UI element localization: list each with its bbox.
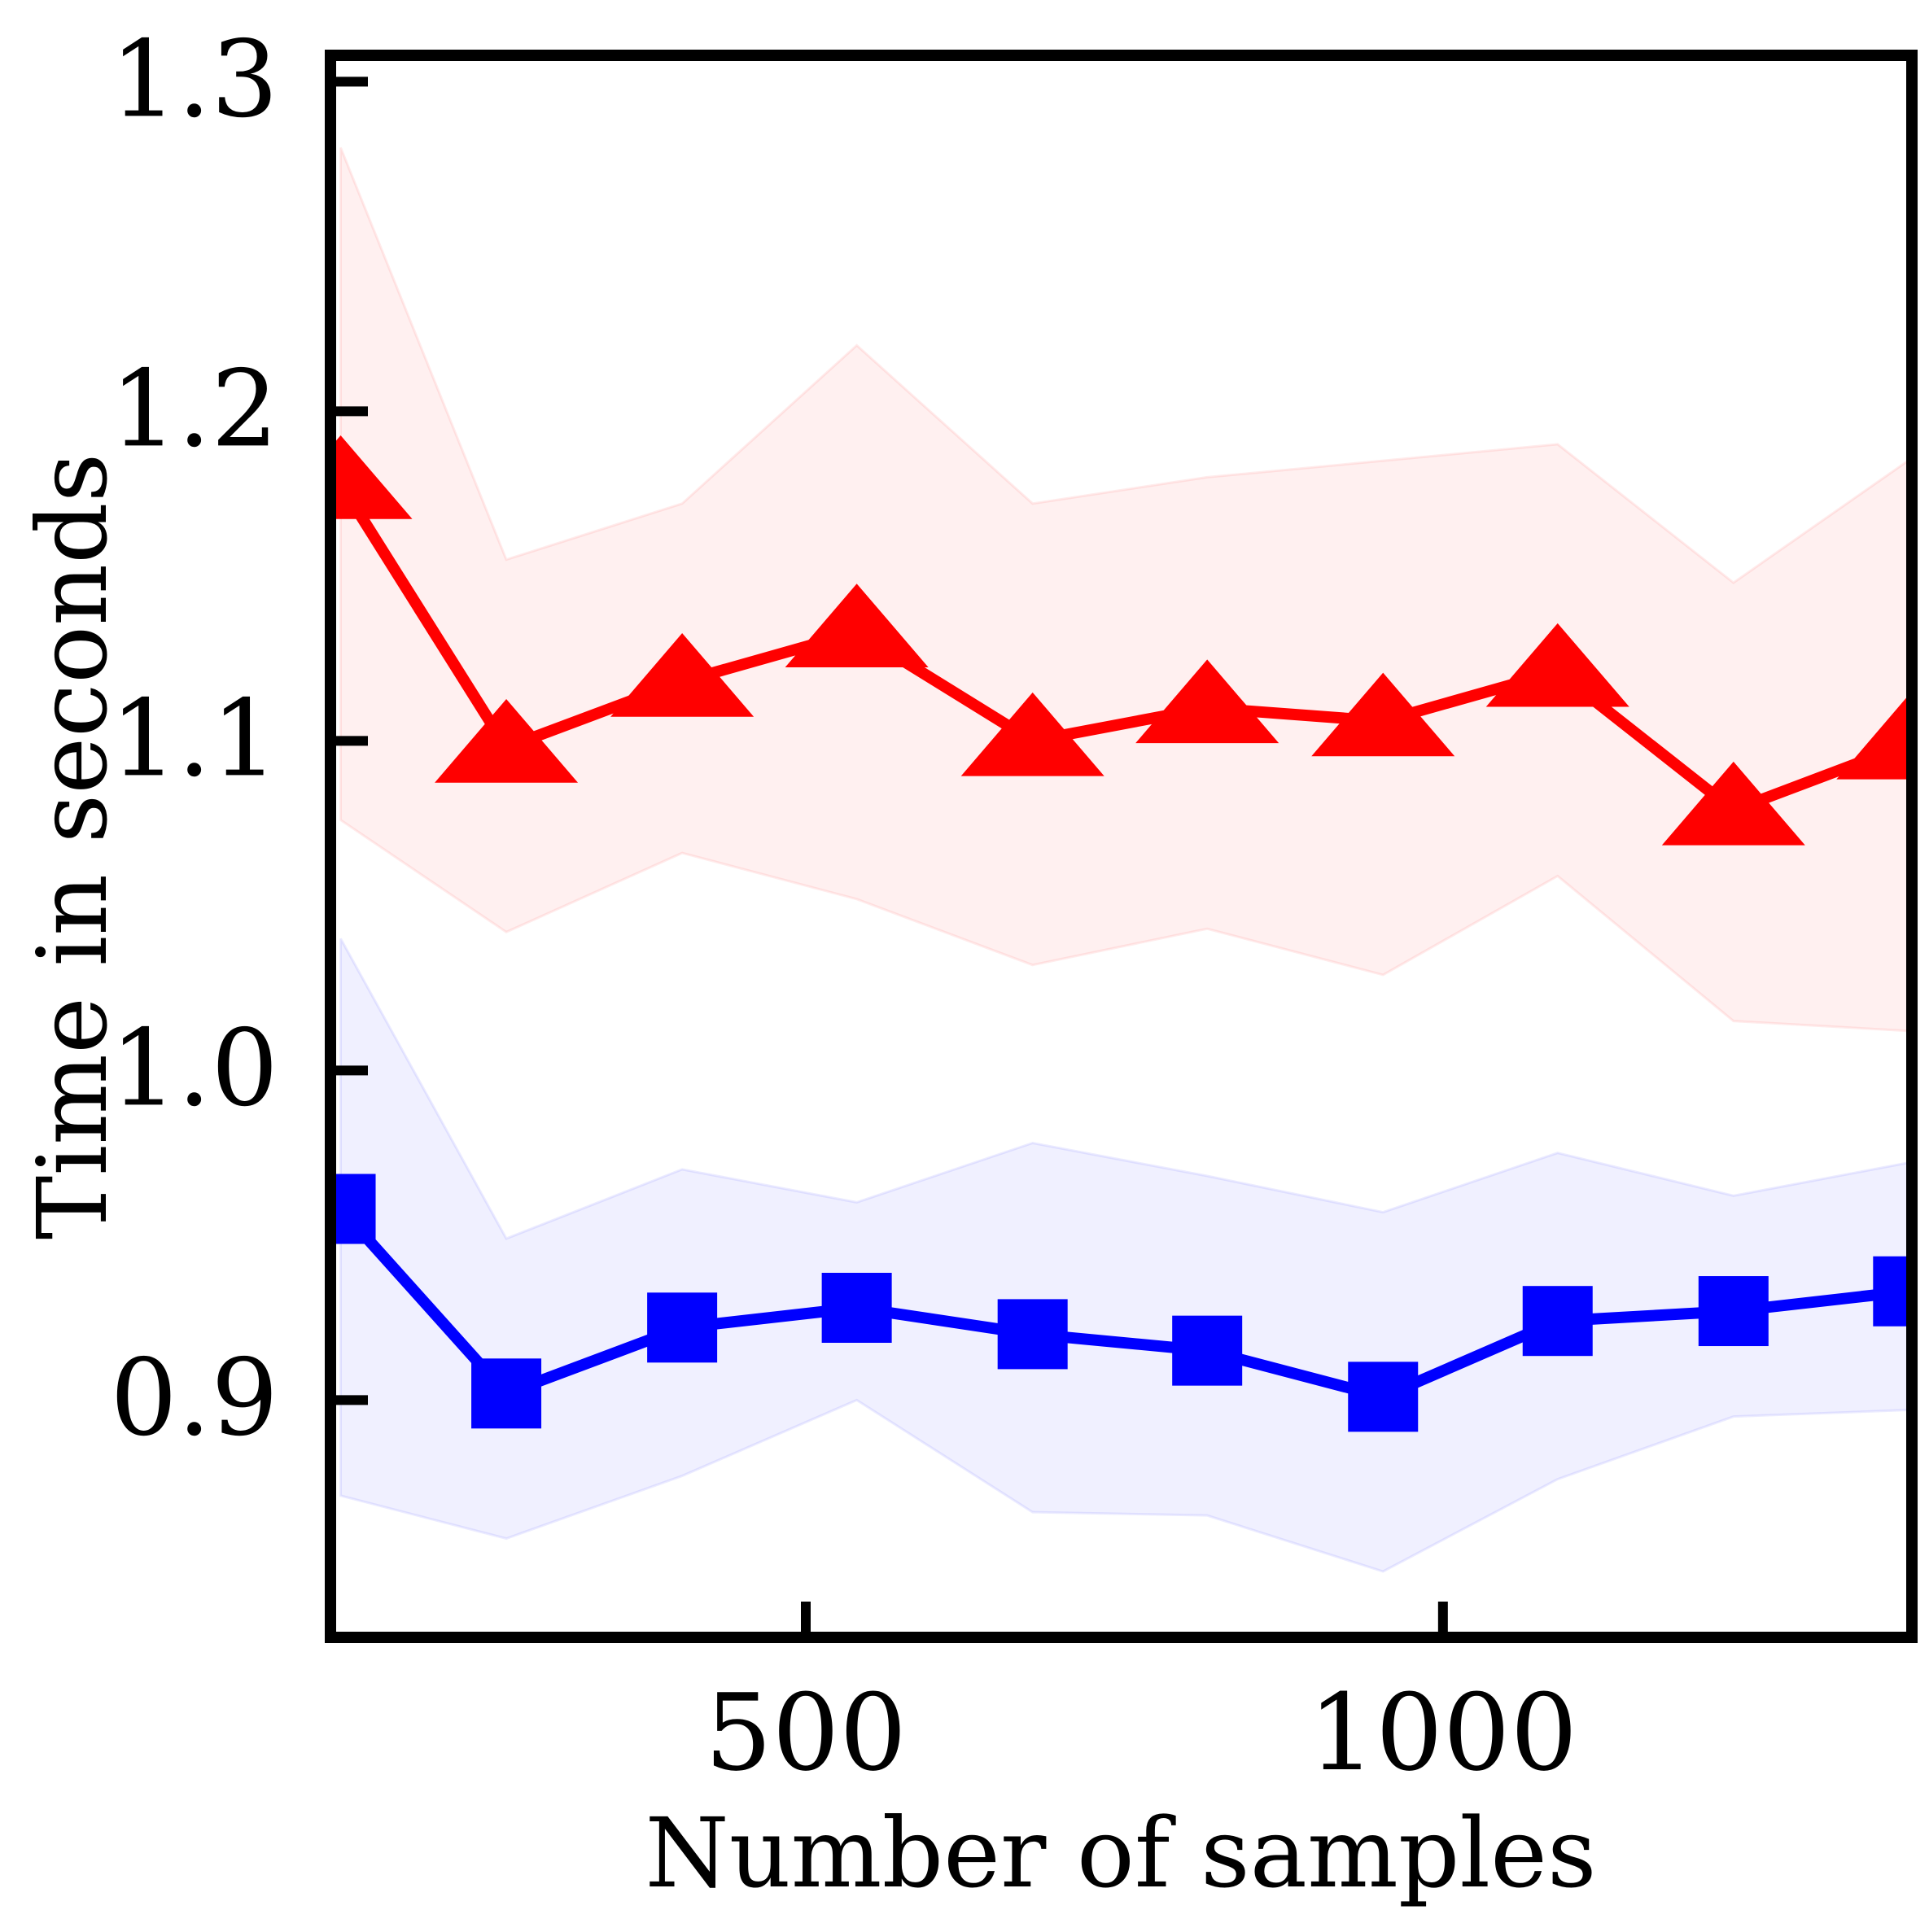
series-line-1: [336, 1204, 1909, 1403]
data-point: [1698, 1276, 1769, 1347]
data-point: [997, 1299, 1068, 1370]
data-point: [647, 1292, 718, 1363]
y-tick-label: 1.2: [110, 347, 278, 470]
series-lines: [335, 480, 1910, 1403]
data-point: [471, 1358, 542, 1429]
data-point: [1485, 623, 1629, 707]
data-point: [1873, 1256, 1912, 1327]
y-axis-ticks: 0.9 1.0 1.1 1.2 1.3: [110, 17, 368, 1459]
data-point: [435, 698, 579, 783]
confidence-band-1: [339, 938, 1909, 1573]
y-axis-label: Time in seconds: [16, 453, 129, 1240]
data-point: [1311, 672, 1455, 757]
data-point: [1172, 1315, 1243, 1386]
y-tick-label: 1.1: [110, 676, 278, 800]
y-tick-label: 1.3: [110, 17, 278, 141]
data-point: [1661, 761, 1805, 846]
y-tick-label: 0.9: [110, 1335, 278, 1459]
data-point: [1522, 1286, 1593, 1357]
series-markers: [330, 435, 1912, 1432]
x-axis-label: Number of samples: [645, 1797, 1596, 1909]
data-point: [821, 1273, 892, 1343]
x-tick-label: 1000: [1308, 1671, 1577, 1794]
data-point: [785, 584, 929, 667]
x-tick-label: 500: [705, 1671, 907, 1794]
data-point: [960, 692, 1104, 776]
confidence-bands: [339, 146, 1909, 1573]
data-point: [1135, 659, 1279, 744]
data-point: [1348, 1362, 1419, 1432]
data-point: [1836, 695, 1912, 780]
confidence-band-0: [339, 146, 1909, 1033]
series-line-0: [335, 480, 1910, 816]
y-tick-label: 1.0: [110, 1006, 278, 1130]
data-point: [330, 1174, 376, 1244]
data-point: [610, 632, 755, 717]
plot-frame: [325, 50, 1918, 1643]
x-axis-ticks: 500 1000: [705, 1602, 1577, 1794]
data-point: [330, 435, 413, 519]
